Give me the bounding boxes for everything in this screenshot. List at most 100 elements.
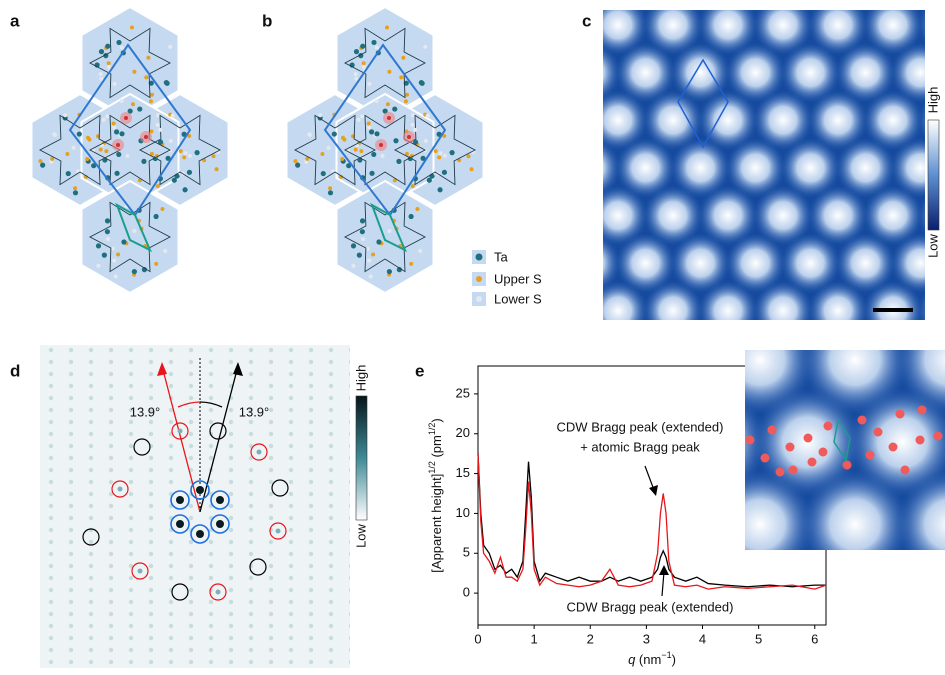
fft-spot bbox=[249, 492, 253, 496]
fft-spot bbox=[349, 648, 353, 652]
bragg-spot bbox=[216, 496, 224, 504]
fft-spot bbox=[329, 624, 333, 628]
fft-spot bbox=[229, 528, 233, 532]
lattice-b bbox=[287, 7, 484, 293]
fft-spot bbox=[89, 360, 93, 364]
fft-spot bbox=[69, 408, 73, 412]
fft-spot bbox=[249, 384, 253, 388]
spot bbox=[118, 487, 123, 492]
atom bbox=[426, 114, 430, 118]
axis-label-part: ) bbox=[672, 652, 676, 667]
atom-marker bbox=[934, 432, 943, 441]
fft-spot bbox=[269, 372, 273, 376]
annotation: CDW Bragg peak (extended) bbox=[557, 419, 724, 434]
fft-spot bbox=[109, 528, 113, 532]
fft-spot bbox=[189, 504, 193, 508]
fft-spot bbox=[49, 552, 53, 556]
fft-spot bbox=[349, 468, 353, 472]
fft-spot bbox=[149, 348, 153, 352]
fft-spot bbox=[289, 624, 293, 628]
atom bbox=[105, 229, 110, 234]
bragg-spot bbox=[216, 520, 224, 528]
fft-spot bbox=[329, 648, 333, 652]
fft-spot bbox=[229, 648, 233, 652]
fft-spot bbox=[209, 612, 213, 616]
fft-spot bbox=[329, 348, 333, 352]
atom bbox=[38, 159, 42, 163]
fft-spot bbox=[289, 360, 293, 364]
fft-spot bbox=[69, 468, 73, 472]
axis-label-part: 1/2 bbox=[427, 423, 437, 436]
atom-marker bbox=[866, 451, 875, 460]
atom bbox=[351, 243, 356, 248]
fft-spot bbox=[309, 480, 313, 484]
fft-spot bbox=[169, 348, 173, 352]
x-tick-label: 4 bbox=[699, 631, 706, 646]
blob bbox=[643, 281, 703, 341]
fft-spot bbox=[229, 540, 233, 544]
fft-spot bbox=[309, 372, 313, 376]
fft-spot bbox=[329, 612, 333, 616]
blob bbox=[800, 470, 910, 580]
atom bbox=[106, 237, 110, 241]
atom bbox=[354, 49, 359, 54]
fft-spot bbox=[169, 444, 173, 448]
figure: a b c d e Ta Upper S Lower S High Low 13… bbox=[0, 0, 945, 675]
atom-marker bbox=[819, 448, 828, 457]
fft-spot bbox=[289, 564, 293, 568]
fft-spot bbox=[249, 396, 253, 400]
fft-spot bbox=[89, 504, 93, 508]
blob bbox=[726, 0, 786, 7]
fft-spot bbox=[109, 612, 113, 616]
fft-spot bbox=[269, 468, 273, 472]
fft-spot bbox=[89, 612, 93, 616]
fft-spot bbox=[69, 600, 73, 604]
fft-spot bbox=[349, 396, 353, 400]
atom bbox=[72, 146, 76, 150]
fft-spot bbox=[289, 444, 293, 448]
atom bbox=[341, 136, 345, 140]
fft-spot bbox=[289, 396, 293, 400]
atom-marker bbox=[874, 428, 883, 437]
fft-spot bbox=[49, 636, 53, 640]
fft-spot bbox=[149, 552, 153, 556]
fft-spot bbox=[89, 564, 93, 568]
fft-spot bbox=[229, 456, 233, 460]
fft-spot bbox=[309, 648, 313, 652]
fft-spot bbox=[349, 600, 353, 604]
fft-spot bbox=[269, 636, 273, 640]
fft-spot bbox=[229, 516, 233, 520]
fft-spot bbox=[289, 408, 293, 412]
fft-spot bbox=[189, 624, 193, 628]
fft-spot bbox=[149, 504, 153, 508]
fft-spot bbox=[289, 516, 293, 520]
colorbar-label: High bbox=[353, 365, 368, 392]
y-tick-label: 0 bbox=[463, 585, 470, 600]
fft-spot bbox=[229, 660, 233, 664]
fft-spot bbox=[129, 576, 133, 580]
fft-spot bbox=[229, 444, 233, 448]
axis-label-part: −1 bbox=[661, 650, 671, 660]
fft-spot bbox=[289, 648, 293, 652]
fft-image bbox=[40, 345, 353, 668]
fft-spot bbox=[189, 516, 193, 520]
atom bbox=[99, 72, 103, 76]
fft-spot bbox=[209, 384, 213, 388]
fft-spot bbox=[329, 540, 333, 544]
x-tick-label: 6 bbox=[811, 631, 818, 646]
fft-spot bbox=[269, 588, 273, 592]
fft-spot bbox=[229, 504, 233, 508]
fft-spot bbox=[129, 612, 133, 616]
atom bbox=[320, 152, 324, 156]
fft-spot bbox=[309, 612, 313, 616]
annotation: + atomic Bragg peak bbox=[580, 439, 700, 454]
fft-spot bbox=[249, 552, 253, 556]
y-tick-label: 20 bbox=[456, 425, 470, 440]
fft-spot bbox=[329, 432, 333, 436]
fft-spot bbox=[129, 384, 133, 388]
fft-spot bbox=[249, 528, 253, 532]
fft-spot bbox=[329, 396, 333, 400]
fft-spot bbox=[69, 384, 73, 388]
fft-spot bbox=[349, 660, 353, 664]
fft-spot bbox=[329, 444, 333, 448]
